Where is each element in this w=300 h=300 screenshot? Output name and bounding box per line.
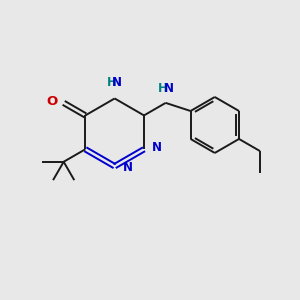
Text: N: N (112, 76, 122, 89)
Text: N: N (123, 161, 133, 174)
Text: N: N (152, 141, 162, 154)
Text: H: H (107, 76, 117, 89)
Text: N: N (164, 82, 174, 94)
Text: O: O (46, 95, 58, 108)
Text: H: H (158, 82, 168, 94)
